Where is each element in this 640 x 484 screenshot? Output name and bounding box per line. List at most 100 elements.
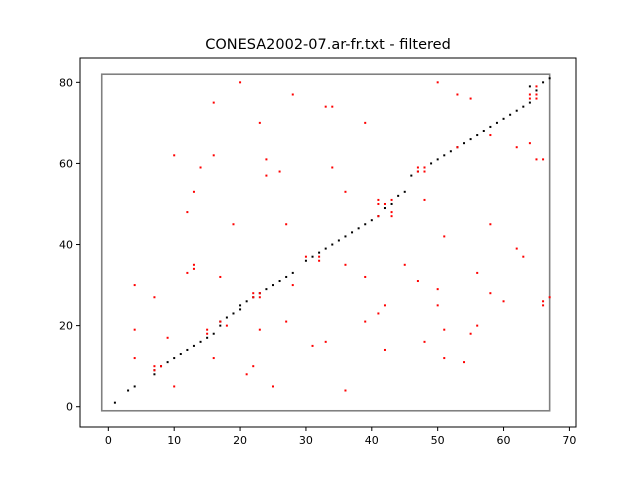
data-point <box>271 385 274 388</box>
data-point <box>489 223 492 226</box>
data-point <box>318 251 321 254</box>
data-point <box>173 385 176 388</box>
y-tick-label: 0 <box>66 401 73 414</box>
data-point <box>390 202 393 205</box>
data-point <box>311 255 314 258</box>
data-point <box>535 89 538 92</box>
data-point <box>173 357 176 360</box>
data-point <box>542 300 545 303</box>
data-point <box>469 138 472 141</box>
data-point <box>133 284 136 287</box>
series-0 <box>113 77 551 404</box>
data-point <box>528 97 531 100</box>
data-point <box>456 93 459 96</box>
data-point <box>515 109 518 112</box>
data-point <box>291 93 294 96</box>
data-point <box>265 174 268 177</box>
data-point <box>186 211 189 214</box>
data-point <box>364 275 367 278</box>
data-point <box>212 357 215 360</box>
data-point <box>443 328 446 331</box>
data-point <box>192 190 195 193</box>
plot-area <box>100 73 551 412</box>
x-tick-label: 0 <box>105 434 112 447</box>
data-point <box>469 97 472 100</box>
data-point <box>469 332 472 335</box>
data-point <box>377 312 380 315</box>
data-point <box>403 190 406 193</box>
data-point <box>324 105 327 108</box>
bounding-box <box>100 73 551 412</box>
data-point <box>186 348 189 351</box>
data-point <box>522 255 525 258</box>
data-point <box>258 328 261 331</box>
data-point <box>239 308 242 311</box>
data-point <box>258 292 261 295</box>
data-point <box>351 231 354 234</box>
data-point <box>153 369 156 372</box>
data-point <box>153 365 156 368</box>
axes: 0 10 20 30 40 50 60 70 0 20 40 60 80 <box>59 57 577 447</box>
data-point <box>383 202 386 205</box>
data-point <box>436 158 439 161</box>
data-point <box>324 340 327 343</box>
data-point <box>232 223 235 226</box>
data-point <box>219 324 222 327</box>
data-point <box>285 275 288 278</box>
data-point <box>278 280 281 283</box>
y-tick-label: 60 <box>59 157 73 170</box>
data-point <box>423 170 426 173</box>
x-tick-label: 30 <box>299 434 313 447</box>
x-tick-label: 20 <box>233 434 247 447</box>
data-point <box>357 227 360 230</box>
data-point <box>535 85 538 88</box>
data-point <box>535 93 538 96</box>
data-point <box>179 353 182 356</box>
data-point <box>463 361 466 364</box>
x-tick-label: 70 <box>562 434 576 447</box>
data-point <box>285 223 288 226</box>
data-point <box>509 113 512 116</box>
data-point <box>423 340 426 343</box>
data-point <box>535 158 538 161</box>
data-point <box>252 365 255 368</box>
data-point <box>258 121 261 124</box>
data-point <box>153 296 156 299</box>
data-point <box>245 300 248 303</box>
data-point <box>436 81 439 84</box>
data-point <box>258 296 261 299</box>
data-point <box>304 259 307 262</box>
data-point <box>318 255 321 258</box>
data-point <box>239 81 242 84</box>
data-point <box>522 105 525 108</box>
data-point <box>364 121 367 124</box>
data-point <box>542 81 545 84</box>
data-point <box>495 121 498 124</box>
data-point <box>192 263 195 266</box>
data-point <box>542 304 545 307</box>
data-point <box>476 271 479 274</box>
data-point <box>410 174 413 177</box>
data-point <box>449 150 452 153</box>
data-point <box>186 271 189 274</box>
data-point <box>502 117 505 120</box>
data-point <box>331 105 334 108</box>
data-point <box>311 344 314 347</box>
data-point <box>192 267 195 270</box>
x-tick-label: 40 <box>365 434 379 447</box>
data-point <box>212 101 215 104</box>
data-point <box>515 247 518 250</box>
data-point <box>489 125 492 128</box>
y-tick-label: 20 <box>59 320 73 333</box>
data-point <box>232 312 235 315</box>
data-point <box>436 288 439 291</box>
data-point <box>337 239 340 242</box>
data-point <box>489 134 492 137</box>
data-point <box>397 194 400 197</box>
data-point <box>423 198 426 201</box>
data-point <box>278 170 281 173</box>
data-point <box>416 170 419 173</box>
data-point <box>206 328 209 331</box>
